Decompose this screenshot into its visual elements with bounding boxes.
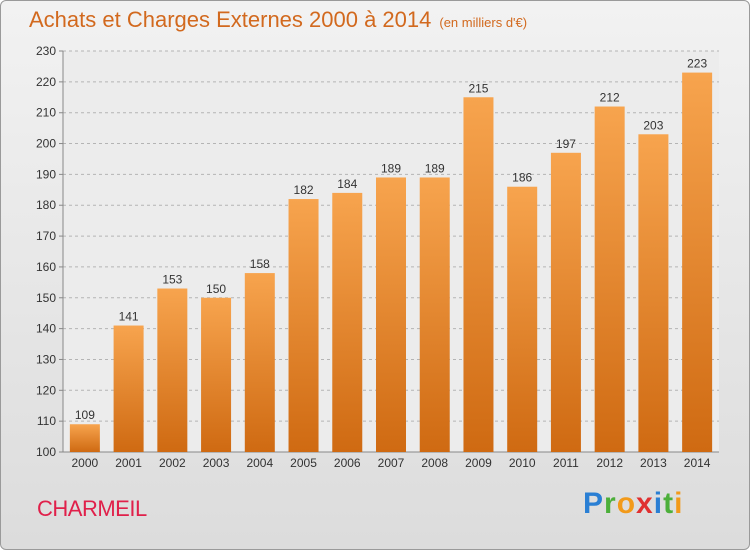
y-tick-label: 120: [36, 383, 56, 397]
logo-letter: t: [663, 487, 675, 520]
bar: [288, 199, 319, 452]
chart-unit: (en milliers d'€): [439, 15, 528, 30]
bar: [113, 325, 144, 452]
y-tick-label: 150: [36, 291, 56, 305]
data-label: 109: [75, 408, 95, 422]
x-tick-label: 2000: [72, 456, 99, 470]
bar: [638, 134, 669, 453]
bar: [507, 186, 538, 452]
y-tick-label: 130: [36, 352, 56, 366]
y-tick-label: 220: [36, 75, 56, 89]
y-tick-label: 140: [36, 322, 56, 336]
x-tick-label: 2011: [553, 456, 579, 470]
x-tick-label: 2006: [334, 456, 361, 470]
data-label: 184: [337, 177, 357, 191]
y-tick-label: 200: [36, 137, 56, 151]
data-label: 153: [162, 273, 182, 287]
x-tick-label: 2007: [378, 456, 405, 470]
data-label: 141: [119, 310, 139, 324]
logo-letter: x: [636, 487, 654, 520]
bar: [69, 424, 100, 452]
x-tick-label: 2009: [465, 456, 492, 470]
data-label: 197: [556, 137, 576, 151]
x-tick-label: 2001: [115, 456, 142, 470]
city-name: CHARMEIL: [37, 496, 147, 521]
x-tick-label: 2002: [159, 456, 186, 470]
y-tick-label: 210: [36, 106, 56, 120]
y-tick-label: 190: [36, 167, 56, 181]
y-tick-label: 170: [36, 229, 56, 243]
bar: [376, 177, 406, 452]
data-label: 150: [206, 282, 226, 296]
y-tick-label: 110: [37, 414, 56, 428]
data-label: 158: [250, 257, 270, 271]
data-label: 186: [512, 171, 532, 185]
chart-title: Achats et Charges Externes 2000 à 2014 (e…: [29, 7, 527, 33]
logo-letter: i: [674, 487, 684, 520]
bar: [244, 273, 275, 452]
data-label: 182: [294, 183, 314, 197]
logo-letter: r: [604, 487, 617, 520]
logo-letter: o: [616, 487, 637, 520]
proxiti-logo: Proxiti: [583, 487, 683, 521]
bar: [332, 192, 363, 452]
logo-letter: P: [583, 487, 605, 520]
x-tick-label: 2005: [290, 456, 317, 470]
data-label: 203: [643, 118, 663, 132]
x-tick-label: 2003: [203, 456, 230, 470]
logo-letter: i: [653, 487, 664, 520]
x-tick-label: 2014: [684, 456, 711, 470]
data-label: 215: [468, 81, 488, 95]
bar: [682, 72, 713, 452]
bar: [419, 177, 450, 452]
x-tick-label: 2012: [596, 456, 623, 470]
x-tick-label: 2013: [640, 456, 667, 470]
y-tick-label: 160: [36, 260, 56, 274]
y-tick-label: 100: [36, 445, 56, 459]
data-label: 189: [381, 161, 401, 175]
bar: [463, 97, 494, 453]
y-tick-label: 180: [36, 198, 56, 212]
bar: [157, 288, 188, 452]
x-tick-label: 2004: [246, 456, 273, 470]
x-tick-label: 2010: [509, 456, 536, 470]
bar: [594, 106, 625, 453]
bar: [201, 297, 232, 452]
bar: [550, 152, 581, 453]
x-tick-label: 2008: [421, 456, 448, 470]
data-label: 212: [600, 91, 620, 105]
data-label: 189: [425, 161, 445, 175]
data-label: 223: [687, 57, 707, 71]
y-tick-label: 230: [36, 44, 56, 58]
chart-title-text: Achats et Charges Externes 2000 à 2014: [29, 7, 432, 32]
